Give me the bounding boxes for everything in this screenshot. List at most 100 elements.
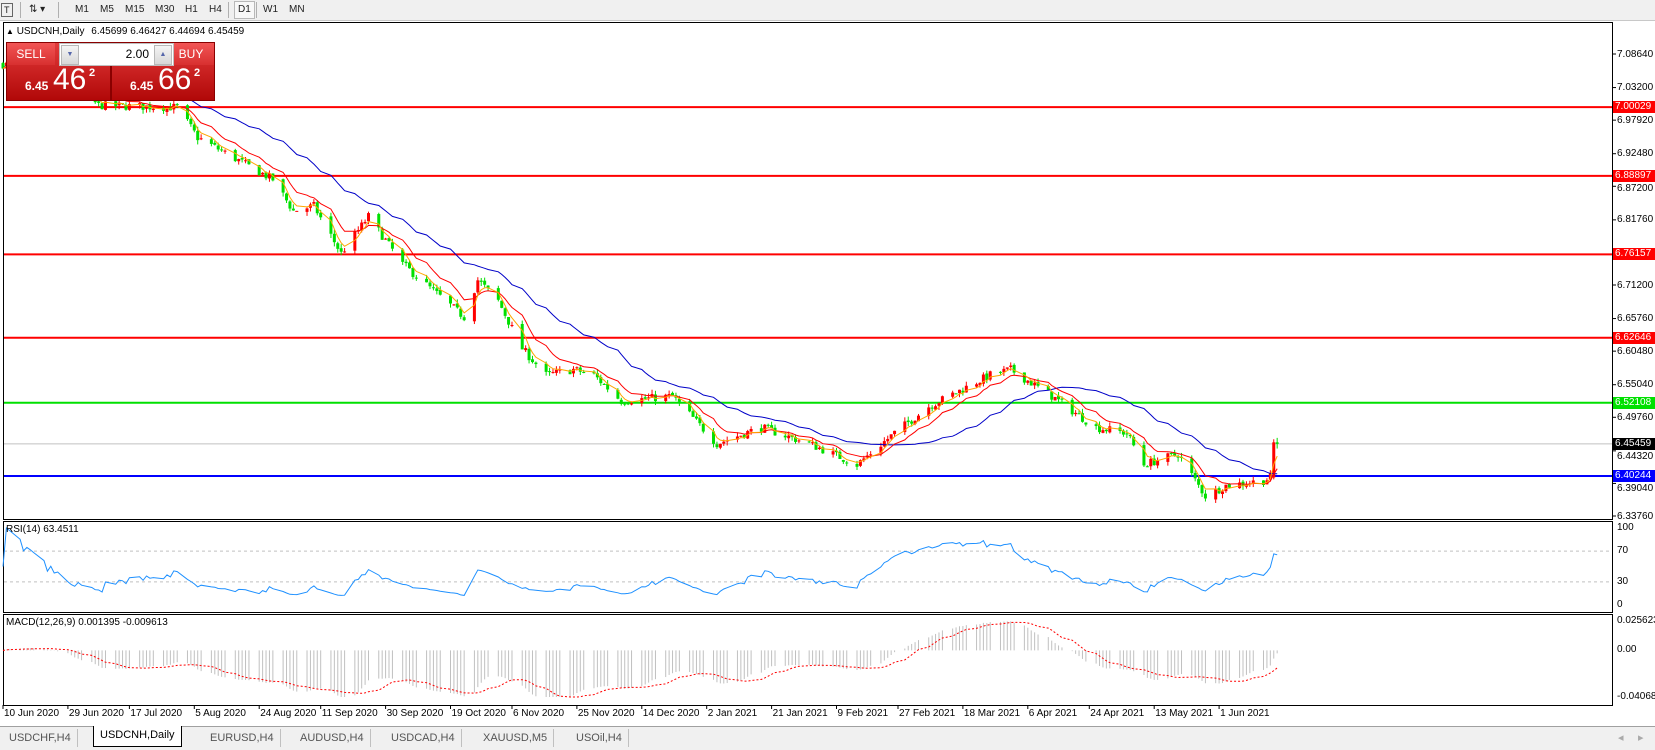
candle-body — [196, 130, 200, 141]
candle-body — [1009, 365, 1013, 368]
timeframe-m5[interactable]: M5 — [100, 4, 114, 15]
tab-usdchf-h4[interactable]: USDCHF,H4 — [3, 729, 78, 747]
candle-body — [957, 389, 961, 394]
candle-body — [261, 172, 265, 175]
candle-body — [937, 403, 941, 406]
sell-price-sup: 2 — [89, 67, 96, 79]
candle-body — [124, 104, 128, 110]
candle-body — [954, 393, 958, 395]
lot-increase-button[interactable]: ▲ — [154, 45, 172, 65]
candle-body — [291, 208, 295, 211]
candle-body — [100, 103, 104, 110]
candle-body — [688, 401, 692, 412]
candle-body — [192, 124, 196, 131]
macd-tick-label: -0.040687 — [1617, 691, 1655, 702]
tab-usoil-h4[interactable]: USOil,H4 — [570, 729, 629, 747]
candle-body — [701, 423, 705, 432]
buy-label: BUY — [168, 43, 214, 65]
collapse-triangle-icon[interactable]: ▲ — [6, 27, 14, 36]
candle-body — [664, 394, 668, 402]
timeframe-mn[interactable]: MN — [289, 4, 305, 15]
horizontal-line-price-tag: 6.62646 — [1613, 331, 1655, 344]
candle-body — [1142, 445, 1146, 466]
candle-body — [1053, 396, 1057, 401]
arrows-tool-icon[interactable]: ⇅ ▾ — [29, 4, 46, 15]
candle-body — [1077, 413, 1081, 415]
tab-scroll-right-button[interactable]: ▸ — [1638, 732, 1644, 744]
ma-fast-line — [2, 63, 1278, 492]
candle-body — [694, 416, 698, 419]
lot-decrease-button[interactable]: ▼ — [61, 45, 79, 65]
rsi-level-label: 100 — [1617, 522, 1634, 533]
date-label: 25 Nov 2020 — [577, 708, 635, 719]
candle-body — [1050, 391, 1054, 400]
toolbar: T ⇅ ▾ M1 M5 M15 M30 H1 H4 D1 W1 MN — [0, 0, 1655, 21]
candle-body — [1080, 413, 1084, 422]
candle-body — [476, 280, 480, 293]
chart-title-row: ▲ USDCNH,Daily 6.45699 6.46427 6.44694 6… — [6, 26, 244, 37]
date-label: 18 Mar 2021 — [963, 708, 1021, 719]
candle-body — [616, 389, 620, 399]
candle-body — [1125, 433, 1129, 435]
candle-body — [807, 441, 811, 443]
candle-body — [1074, 412, 1078, 415]
ma-slow-line — [2, 63, 1278, 475]
price-tick-label: 6.49760 — [1617, 411, 1654, 423]
candle-body — [1197, 479, 1201, 485]
candle-body — [339, 248, 343, 252]
price-tick-label: 7.03200 — [1617, 82, 1654, 94]
date-label: 6 Apr 2021 — [1028, 708, 1078, 719]
candle-body — [380, 228, 384, 240]
candle-body — [233, 150, 237, 162]
candle-body — [244, 160, 248, 162]
candle-body — [401, 249, 405, 262]
tab-usdcad-h4[interactable]: USDCAD,H4 — [385, 729, 462, 747]
timeframe-w1[interactable]: W1 — [263, 4, 278, 15]
timeframe-m30[interactable]: M30 — [155, 4, 175, 15]
lot-size-field[interactable]: ▼ 2.00 ▲ — [59, 43, 174, 66]
candle-body — [671, 392, 675, 396]
candle-body — [951, 392, 955, 397]
tab-scroll-left-button[interactable]: ◂ — [1618, 732, 1624, 744]
price-tick-label: 6.87200 — [1617, 182, 1654, 194]
macd-panel-frame — [3, 614, 1613, 706]
candle-body — [667, 394, 671, 396]
candle-body — [472, 293, 476, 322]
tab-xauusd-m5[interactable]: XAUUSD,M5 — [477, 729, 555, 747]
timeframe-h4[interactable]: H4 — [209, 4, 222, 15]
text-tool-icon[interactable]: T — [1, 3, 13, 17]
timeframe-m15[interactable]: M15 — [125, 4, 145, 15]
candle-body — [998, 371, 1002, 373]
candle-body — [1132, 437, 1136, 446]
candle-body — [934, 406, 938, 410]
timeframe-d1[interactable]: D1 — [234, 1, 255, 19]
candle-body — [462, 317, 466, 321]
candle-body — [677, 398, 681, 402]
tab-usdcnh-daily[interactable]: USDCNH,Daily — [93, 726, 182, 747]
candle-body — [1262, 480, 1266, 485]
tab-eurusd-h4[interactable]: EURUSD,H4 — [204, 729, 281, 747]
candle-body — [1098, 425, 1102, 433]
rsi-panel-frame — [3, 521, 1613, 613]
candle-body — [930, 407, 934, 409]
candle-body — [578, 367, 582, 372]
candle-body — [479, 280, 483, 282]
candle-body — [295, 210, 299, 212]
candle-body — [213, 142, 217, 145]
timeframe-m1[interactable]: M1 — [75, 4, 89, 15]
horizontal-line-price-tag: 7.00029 — [1613, 101, 1655, 114]
candle-body — [209, 139, 213, 144]
candle-body — [216, 145, 220, 150]
separator — [256, 2, 257, 18]
candle-body — [602, 383, 606, 385]
candle-body — [1, 63, 5, 69]
candle-body — [1224, 484, 1228, 492]
candle-body — [575, 367, 579, 369]
candle-body — [271, 173, 275, 181]
tab-audusd-h4[interactable]: AUDUSD,H4 — [294, 729, 371, 747]
lot-size-value[interactable]: 2.00 — [125, 47, 149, 61]
timeframe-h1[interactable]: H1 — [185, 4, 198, 15]
separator — [228, 2, 229, 18]
date-label: 29 Jun 2020 — [68, 708, 124, 719]
